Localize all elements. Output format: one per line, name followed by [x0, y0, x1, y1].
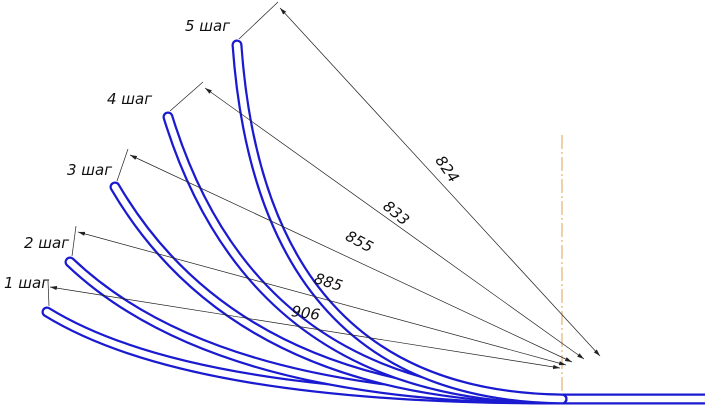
dimension-value: 833 — [379, 197, 413, 229]
dimension-value: 824 — [432, 152, 463, 186]
step-label: 5 шаг — [185, 17, 230, 35]
extension-line — [169, 81, 204, 112]
step-label: 4 шаг — [107, 90, 152, 108]
extension-line — [116, 148, 129, 182]
extension-line — [47, 280, 50, 307]
step-label: 2 шаг — [24, 234, 69, 252]
step-label: 3 шаг — [67, 161, 112, 179]
dimension-line — [77, 231, 567, 366]
extension-line — [71, 225, 77, 257]
step-label: 1 шаг — [4, 274, 49, 292]
dimension-value: 855 — [342, 227, 376, 256]
step-labels: 1 шаг 2 шаг 3 шаг 4 шаг 5 шаг — [4, 17, 230, 292]
extension-line — [238, 1, 279, 40]
dimension-line — [279, 7, 601, 357]
